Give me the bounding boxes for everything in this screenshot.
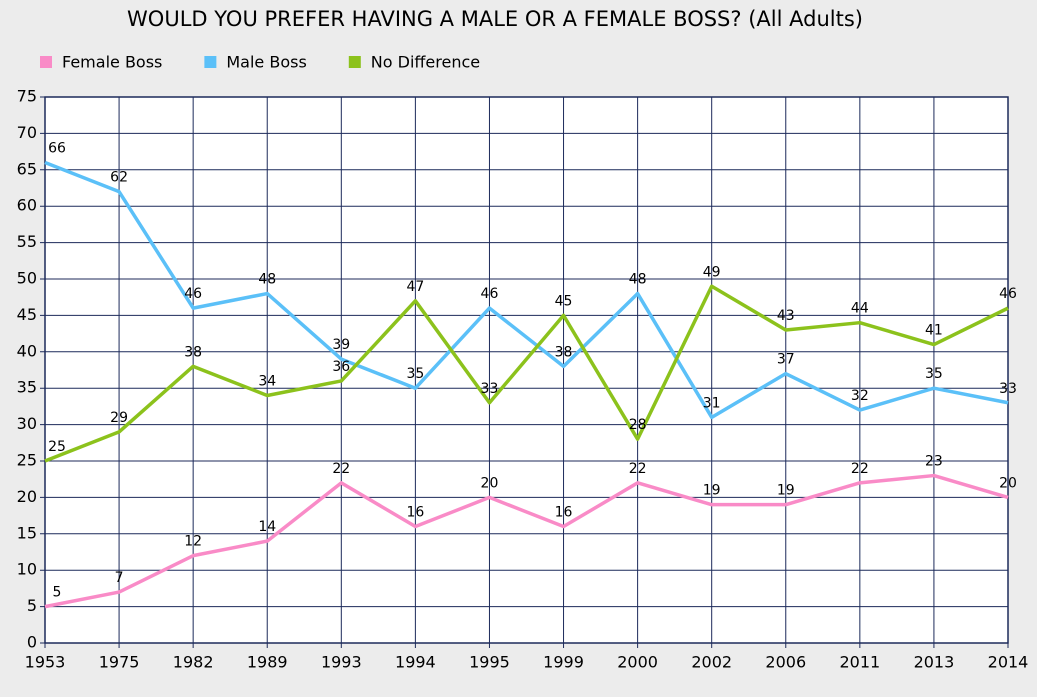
x-tick-label: 2006	[765, 653, 806, 672]
data-label: 37	[777, 352, 795, 368]
data-label: 41	[925, 323, 943, 339]
y-tick-label: 10	[17, 560, 37, 579]
data-label: 25	[48, 439, 66, 455]
data-label: 39	[332, 337, 350, 353]
legend-label: Male Boss	[226, 53, 306, 72]
data-label: 46	[999, 286, 1017, 302]
y-tick-label: 35	[17, 378, 37, 397]
x-tick-label: 2002	[691, 653, 732, 672]
data-label: 36	[332, 359, 350, 375]
legend-swatch	[348, 56, 361, 68]
x-tick-label: 2000	[617, 653, 658, 672]
data-label: 47	[406, 279, 424, 295]
x-tick-label: 1999	[543, 653, 584, 672]
y-tick-label: 5	[27, 596, 37, 615]
data-label: 46	[184, 286, 202, 302]
data-label: 16	[406, 505, 424, 521]
y-tick-label: 70	[17, 123, 37, 142]
x-tick-label: 1989	[247, 653, 288, 672]
x-tick-label: 2013	[914, 653, 955, 672]
x-tick-label: 1975	[99, 653, 140, 672]
series-line	[44, 473, 1009, 609]
data-label: 62	[110, 170, 128, 186]
data-label: 14	[258, 519, 276, 535]
data-label: 32	[851, 388, 869, 404]
data-label: 38	[555, 344, 573, 360]
y-tick-label: 75	[17, 87, 37, 106]
data-label: 48	[629, 272, 647, 288]
y-tick-label: 65	[17, 159, 37, 178]
data-label: 29	[110, 410, 128, 426]
x-tick-label: 1982	[173, 653, 214, 672]
data-label: 45	[555, 293, 573, 309]
data-label: 22	[851, 461, 869, 477]
data-label: 22	[332, 461, 350, 477]
y-tick-label: 30	[17, 414, 37, 433]
x-tick-label: 1953	[25, 653, 66, 672]
data-label: 19	[777, 483, 795, 499]
data-label: 43	[777, 308, 795, 324]
data-label: 33	[999, 381, 1017, 397]
data-label: 38	[184, 344, 202, 360]
chart-title: WOULD YOU PREFER HAVING A MALE OR A FEMA…	[127, 7, 863, 31]
data-label: 66	[48, 141, 66, 157]
data-label: 35	[925, 366, 943, 382]
y-tick-label: 20	[17, 487, 37, 506]
data-label: 16	[555, 505, 573, 521]
data-label: 5	[53, 585, 62, 601]
legend-label: Female Boss	[62, 53, 162, 72]
data-label: 46	[481, 286, 499, 302]
data-label: 23	[925, 454, 943, 470]
y-tick-label: 40	[17, 341, 37, 360]
y-tick-label: 25	[17, 451, 37, 470]
data-label: 20	[999, 475, 1017, 491]
data-label: 12	[184, 534, 202, 550]
data-label: 48	[258, 272, 276, 288]
data-label: 19	[703, 483, 721, 499]
series-line	[44, 284, 1009, 463]
x-tick-label: 2011	[839, 653, 880, 672]
plot-border	[44, 96, 1009, 644]
y-tick-label: 15	[17, 523, 37, 542]
y-tick-label: 60	[17, 196, 37, 215]
data-label: 31	[703, 395, 721, 411]
data-label: 34	[258, 373, 276, 389]
series-line	[44, 160, 1009, 420]
legend-swatch	[40, 56, 52, 68]
y-tick-label: 55	[17, 232, 37, 251]
data-label: 33	[481, 381, 499, 397]
data-label: 20	[481, 475, 499, 491]
y-tick-label: 50	[17, 269, 37, 288]
data-label: 22	[629, 461, 647, 477]
y-tick-label: 45	[17, 305, 37, 324]
data-label: 49	[703, 264, 721, 280]
legend-swatch	[204, 56, 217, 68]
x-tick-label: 1993	[321, 653, 362, 672]
x-tick-label: 1994	[395, 653, 436, 672]
data-label: 35	[406, 366, 424, 382]
x-tick-label: 1995	[469, 653, 510, 672]
data-label: 44	[851, 301, 869, 317]
data-label: 7	[115, 570, 124, 586]
x-tick-label: 2014	[988, 653, 1029, 672]
y-tick-label: 0	[27, 633, 37, 652]
legend-label: No Difference	[371, 53, 480, 72]
data-label: 28	[629, 417, 647, 433]
